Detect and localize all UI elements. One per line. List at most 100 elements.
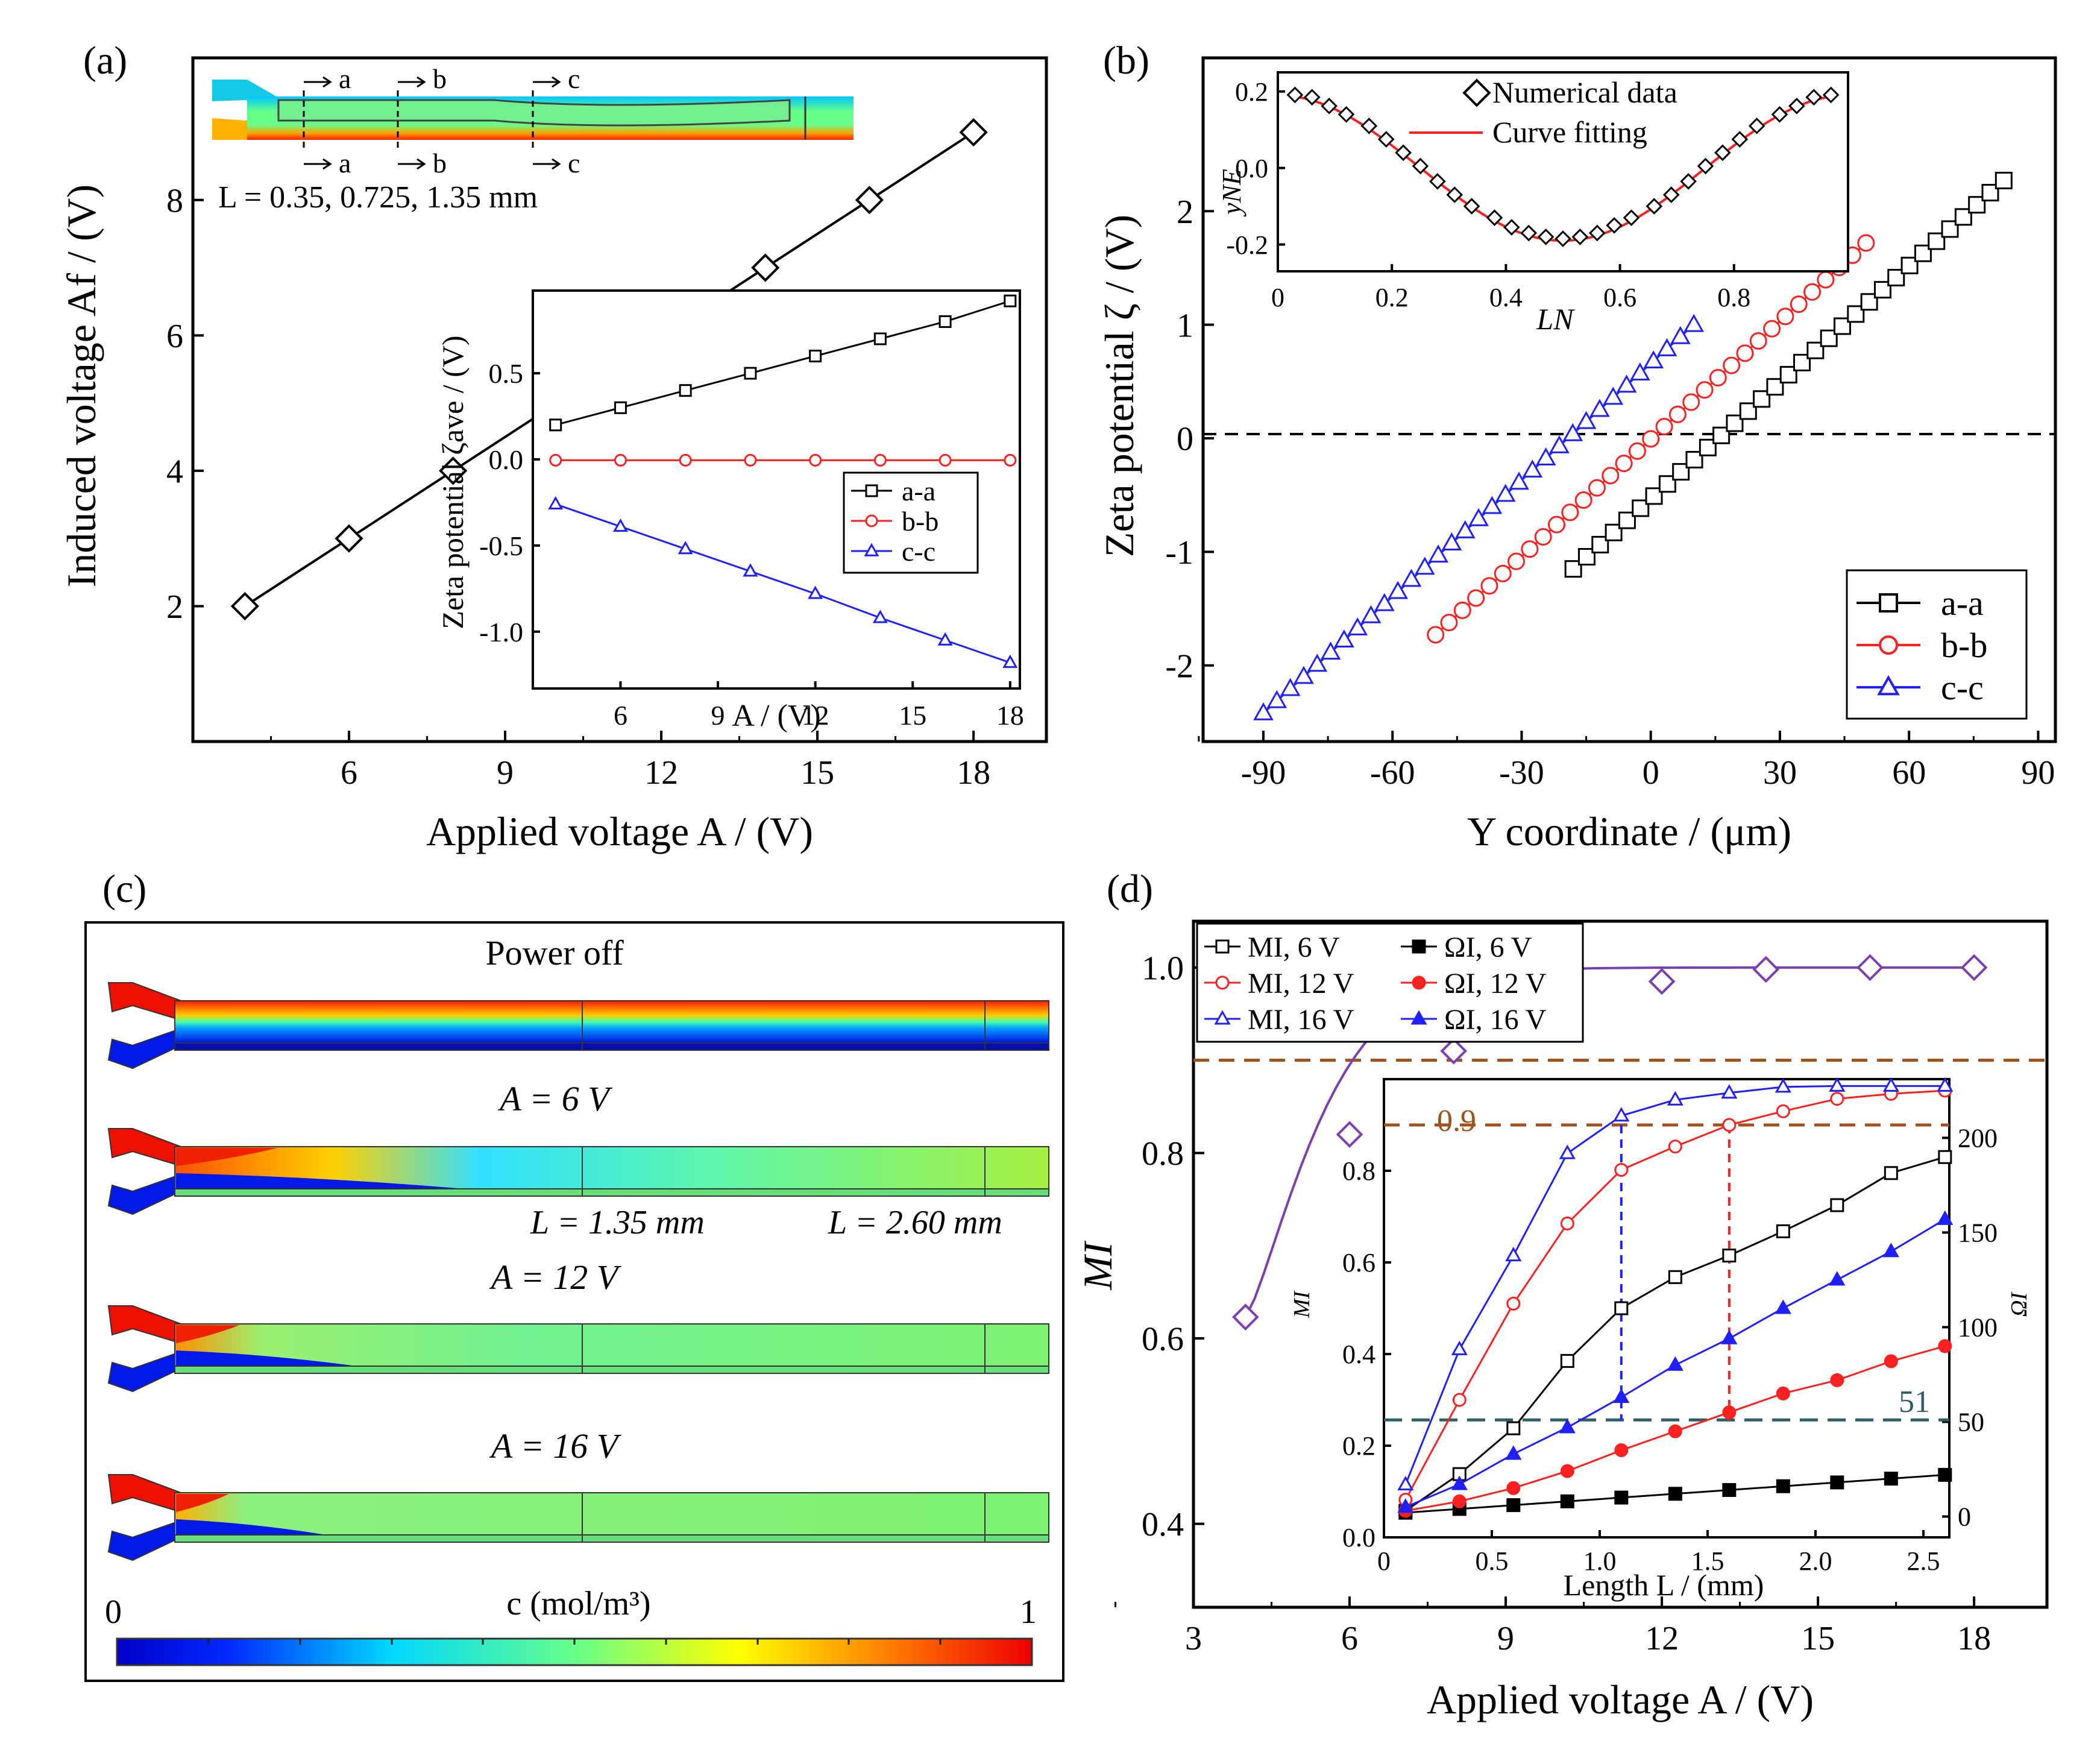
c-c-point <box>1629 362 1650 381</box>
b-b-point <box>1615 455 1633 473</box>
ΩI, 6 V-point <box>1776 1479 1790 1493</box>
y-tick-label: 0.8 <box>1342 1156 1375 1186</box>
numerical-point <box>1412 157 1429 175</box>
y-tick-label: 2 <box>1177 194 1193 231</box>
ΩI, 6 V-point <box>1668 1487 1682 1501</box>
panel-b: (b) -90 -60 -30 0 30 60 90 2 1 0 -1 -2 Y coordinate… <box>1096 39 2057 854</box>
c-c-point <box>1347 617 1368 635</box>
b-b-point <box>1574 491 1592 509</box>
ΩI, 6 V-point <box>1614 1490 1629 1505</box>
ΩI, 12 V-point <box>1884 1354 1898 1369</box>
x-tick-label: 0.4 <box>1489 283 1523 312</box>
c-c-point <box>1320 641 1341 660</box>
c-c-point <box>548 496 564 509</box>
MI, 6 V-point <box>1560 1353 1574 1368</box>
MI, 16 V-point <box>1451 1340 1468 1355</box>
MI, 16 V-point <box>1559 1144 1576 1159</box>
numerical-point <box>1463 198 1480 215</box>
legend-label: MI, 6 V <box>1248 931 1340 963</box>
panel-b-frame <box>1201 56 2057 743</box>
schematic-positions: L = 0.35, 0.725, 1.35 mm <box>218 180 538 215</box>
colorbar-label: c (mol/m³) <box>506 1585 650 1622</box>
c-c-point <box>1589 399 1610 417</box>
title-12v: A = 12 V <box>489 1258 622 1297</box>
a-a-point <box>1672 463 1690 481</box>
legend-label: MI, 16 V <box>1248 1004 1354 1036</box>
red-tongue <box>176 1148 277 1166</box>
inlet-top <box>107 982 181 1021</box>
MI, 6 V-point <box>1938 1150 1952 1164</box>
legend-label: ΩI, 6 V <box>1444 931 1532 963</box>
a-a-point <box>1995 171 2013 189</box>
x-tick-label: 6 <box>1341 1620 1358 1657</box>
numerical-point <box>1697 157 1714 175</box>
numerical-point <box>1731 131 1749 148</box>
b-b-point <box>1736 344 1754 362</box>
x-tick-label: -60 <box>1370 754 1415 792</box>
c-c-point <box>1266 690 1287 708</box>
b-b-point <box>1467 589 1485 607</box>
b-b-point <box>1749 332 1767 350</box>
legend-marker <box>864 543 879 556</box>
c-c-point <box>1562 423 1583 441</box>
a-a-line <box>555 300 1011 426</box>
b-b-point <box>1427 626 1445 644</box>
c-c-point <box>1428 544 1448 563</box>
legend-marker <box>1215 939 1230 954</box>
c-c-point <box>1656 338 1677 356</box>
mi-point <box>1856 954 1884 981</box>
y-tick-label: 0.4 <box>1142 1506 1184 1543</box>
numerical-point <box>1520 224 1538 242</box>
c-c-point <box>1482 496 1503 514</box>
a-a-point <box>1004 294 1017 307</box>
x-tick-label: 0.5 <box>1476 1546 1509 1576</box>
ΩI, 16 V-point <box>1721 1329 1738 1344</box>
inset-d-xlabel: Length L / (mm) <box>1564 1568 1764 1602</box>
y-tick-label: 0.5 <box>489 358 524 389</box>
legend-label: c-c <box>1941 668 1984 707</box>
MI, 12 V-point <box>1830 1092 1844 1106</box>
b-b-point <box>1588 479 1606 497</box>
numerical-point <box>1662 186 1680 203</box>
y2-tick-label: 200 <box>1958 1123 1998 1153</box>
c-c-point <box>1253 702 1274 720</box>
y-tick-label: 0.6 <box>1142 1321 1184 1358</box>
ΩI, 16 V-point <box>1667 1356 1683 1371</box>
panel-d-frame <box>1192 919 2049 1609</box>
MI, 12 V-point <box>1506 1296 1521 1311</box>
legend-marker <box>1877 675 1900 696</box>
y-tick-label: 8 <box>166 182 183 219</box>
c-c-point <box>1374 593 1395 611</box>
c-c-point <box>937 632 953 646</box>
y2-tick-label: 0 <box>1958 1502 1971 1531</box>
MI, 12 V-point <box>1614 1162 1629 1177</box>
numerical-point <box>1503 219 1520 236</box>
b-b-point <box>1857 234 1875 252</box>
y-tick-label: -1.0 <box>479 617 523 647</box>
panel-d-inset: 0 0.5 1.0 1.5 2.0 2.5 0.0 0.2 0.4 0.6 0.8 0 50 100 150… <box>1289 1077 2032 1602</box>
b-b-point <box>809 453 822 467</box>
c-c-point <box>1643 350 1664 368</box>
y2-tick-label: 100 <box>1958 1312 1998 1342</box>
c-c-point <box>677 541 693 555</box>
panel-d-label: (d) <box>1107 867 1153 911</box>
x-tick-label: 1.0 <box>1583 1546 1617 1576</box>
c-c-point <box>743 563 758 577</box>
x-tick-label: 0.8 <box>1717 283 1750 312</box>
a-a-point <box>744 367 757 380</box>
inset-b-xlabel: LN <box>1536 302 1575 336</box>
channel-side <box>174 1188 1049 1197</box>
c-c-point <box>1334 629 1354 648</box>
legend-marker <box>865 484 878 497</box>
numerical-point <box>1303 89 1321 106</box>
y-tick-label: 0 <box>1177 421 1193 458</box>
c-c-point <box>1535 447 1556 466</box>
af-point <box>439 456 468 485</box>
panel-d-xlabel: Applied voltage A / (V) <box>1427 1677 1814 1722</box>
x-tick-label: 18 <box>1957 1620 1991 1657</box>
c-c-point <box>1401 569 1422 587</box>
legend-marker <box>1462 78 1491 107</box>
inlet-bottom <box>107 1350 181 1393</box>
a-a-point <box>1968 196 1986 214</box>
panel-b-xlabel: Y coordinate / (μm) <box>1467 808 1791 854</box>
